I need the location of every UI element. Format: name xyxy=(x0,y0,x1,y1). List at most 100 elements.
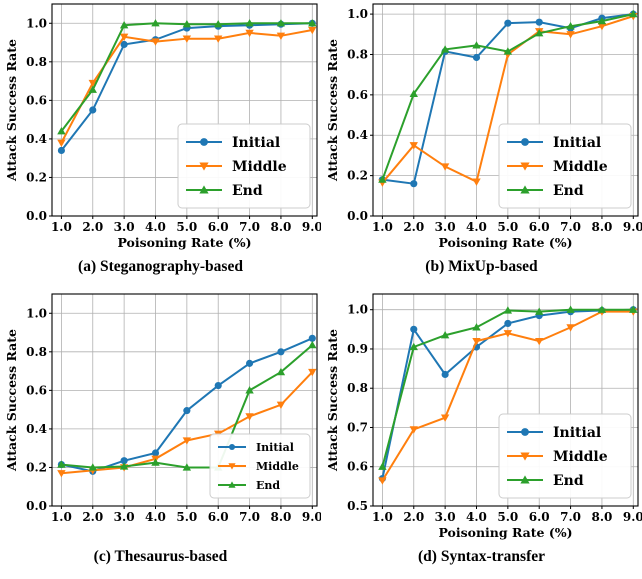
y-tick-label: 0.4 xyxy=(347,128,368,142)
data-point xyxy=(409,426,418,434)
data-point xyxy=(151,38,160,46)
legend-label: Initial xyxy=(553,135,601,151)
x-tick-label: 4.0 xyxy=(145,220,166,234)
x-tick-label: 7.0 xyxy=(560,510,581,524)
y-tick-label: 1.0 xyxy=(26,16,47,30)
data-point xyxy=(214,35,223,43)
data-point xyxy=(199,162,209,171)
data-point xyxy=(88,463,97,471)
data-point xyxy=(566,31,575,39)
y-axis-label: Attack Success Rate xyxy=(4,329,19,472)
data-point xyxy=(277,348,285,356)
chart-caption: (c) Thesaurus-based xyxy=(93,548,228,565)
y-tick-label: 0.2 xyxy=(26,170,47,184)
data-point xyxy=(520,185,530,194)
x-tick-label: 1.0 xyxy=(372,510,393,524)
legend-label: Middle xyxy=(553,159,608,175)
data-point xyxy=(410,180,418,188)
x-tick-label: 2.0 xyxy=(82,510,103,524)
data-point xyxy=(214,381,222,390)
data-point xyxy=(378,477,387,485)
plot-frame xyxy=(372,293,639,507)
data-point xyxy=(245,29,254,38)
data-point xyxy=(245,19,254,27)
data-point xyxy=(535,307,544,315)
y-tick-label: 0.9 xyxy=(347,342,368,356)
legend-label: Initial xyxy=(232,135,280,151)
data-point xyxy=(378,462,387,470)
data-point xyxy=(57,460,66,468)
x-tick-label: 1.0 xyxy=(51,220,72,234)
x-tick-label: 3.0 xyxy=(435,510,456,524)
data-point xyxy=(409,342,418,351)
x-tick-label: 5.0 xyxy=(497,510,518,524)
x-tick-label: 3.0 xyxy=(114,220,135,234)
x-tick-label: 9.0 xyxy=(623,220,642,234)
data-point xyxy=(409,142,418,150)
data-point xyxy=(276,19,286,27)
data-point xyxy=(151,19,160,27)
legend-label: End xyxy=(232,183,263,199)
data-point xyxy=(472,41,481,49)
data-point xyxy=(120,457,128,465)
data-point xyxy=(199,185,209,194)
data-point xyxy=(503,330,513,338)
x-tick-label: 9.0 xyxy=(302,510,321,524)
legend-label: Initial xyxy=(256,441,294,454)
data-point xyxy=(566,324,575,332)
data-point xyxy=(151,449,160,457)
data-point xyxy=(409,89,418,97)
data-point xyxy=(183,407,191,415)
plot-frame xyxy=(372,3,639,217)
data-point xyxy=(245,386,254,394)
chart-svg: 1.0 2.0 3.0 4.0 5.0 6.0 7.0 8.0 9.0 0.0 0.2 0.4 0.6 0… xyxy=(325,3,642,250)
data-point xyxy=(119,33,129,41)
legend-label: Middle xyxy=(256,460,299,473)
legend: Initial Middle End xyxy=(498,413,632,499)
y-tick-label: 0.5 xyxy=(347,499,368,513)
x-tick-label: 1.0 xyxy=(51,510,72,524)
y-axis-label: Attack Success Rate xyxy=(4,39,19,182)
x-tick-label: 4.0 xyxy=(466,220,487,234)
chart-caption: (d) Syntax-transfer xyxy=(418,548,545,565)
data-point xyxy=(88,85,97,93)
x-tick-label: 4.0 xyxy=(145,510,166,524)
data-point xyxy=(440,45,450,53)
data-point xyxy=(182,20,192,28)
x-axis-label: Poisoning Rate (%) xyxy=(117,235,251,250)
data-point xyxy=(629,9,638,18)
x-tick-label: 9.0 xyxy=(302,220,321,234)
data-point xyxy=(440,331,450,339)
x-tick-label: 9.0 xyxy=(623,510,642,524)
y-tick-label: 1.0 xyxy=(26,306,47,320)
data-point xyxy=(597,23,607,31)
x-tick-label: 4.0 xyxy=(466,510,487,524)
legend: Initial Middle End xyxy=(498,123,632,209)
x-tick-label: 5.0 xyxy=(497,220,518,234)
y-tick-label: 0.8 xyxy=(26,55,47,69)
data-point xyxy=(228,463,236,470)
data-point xyxy=(57,146,65,155)
data-point xyxy=(503,47,513,55)
y-tick-label: 1.0 xyxy=(347,7,368,21)
data-point xyxy=(57,470,66,478)
legend-box xyxy=(177,123,311,209)
data-point xyxy=(566,305,575,313)
data-point xyxy=(440,414,450,422)
y-tick-label: 0.6 xyxy=(26,383,47,397)
data-point xyxy=(151,458,160,466)
y-tick-label: 0.6 xyxy=(26,93,47,107)
y-tick-label: 0.2 xyxy=(347,169,368,183)
data-point xyxy=(119,21,129,29)
x-tick-label: 7.0 xyxy=(239,510,260,524)
data-point xyxy=(535,29,544,37)
x-tick-label: 7.0 xyxy=(239,220,260,234)
y-tick-label: 0.7 xyxy=(347,420,368,434)
x-axis-label: Poisoning Rate (%) xyxy=(438,525,572,540)
x-tick-label: 2.0 xyxy=(403,510,424,524)
legend-box xyxy=(209,433,311,499)
legend-label: Middle xyxy=(553,449,608,465)
data-point xyxy=(120,40,128,49)
y-tick-label: 0.0 xyxy=(26,499,47,513)
data-point xyxy=(308,26,317,35)
